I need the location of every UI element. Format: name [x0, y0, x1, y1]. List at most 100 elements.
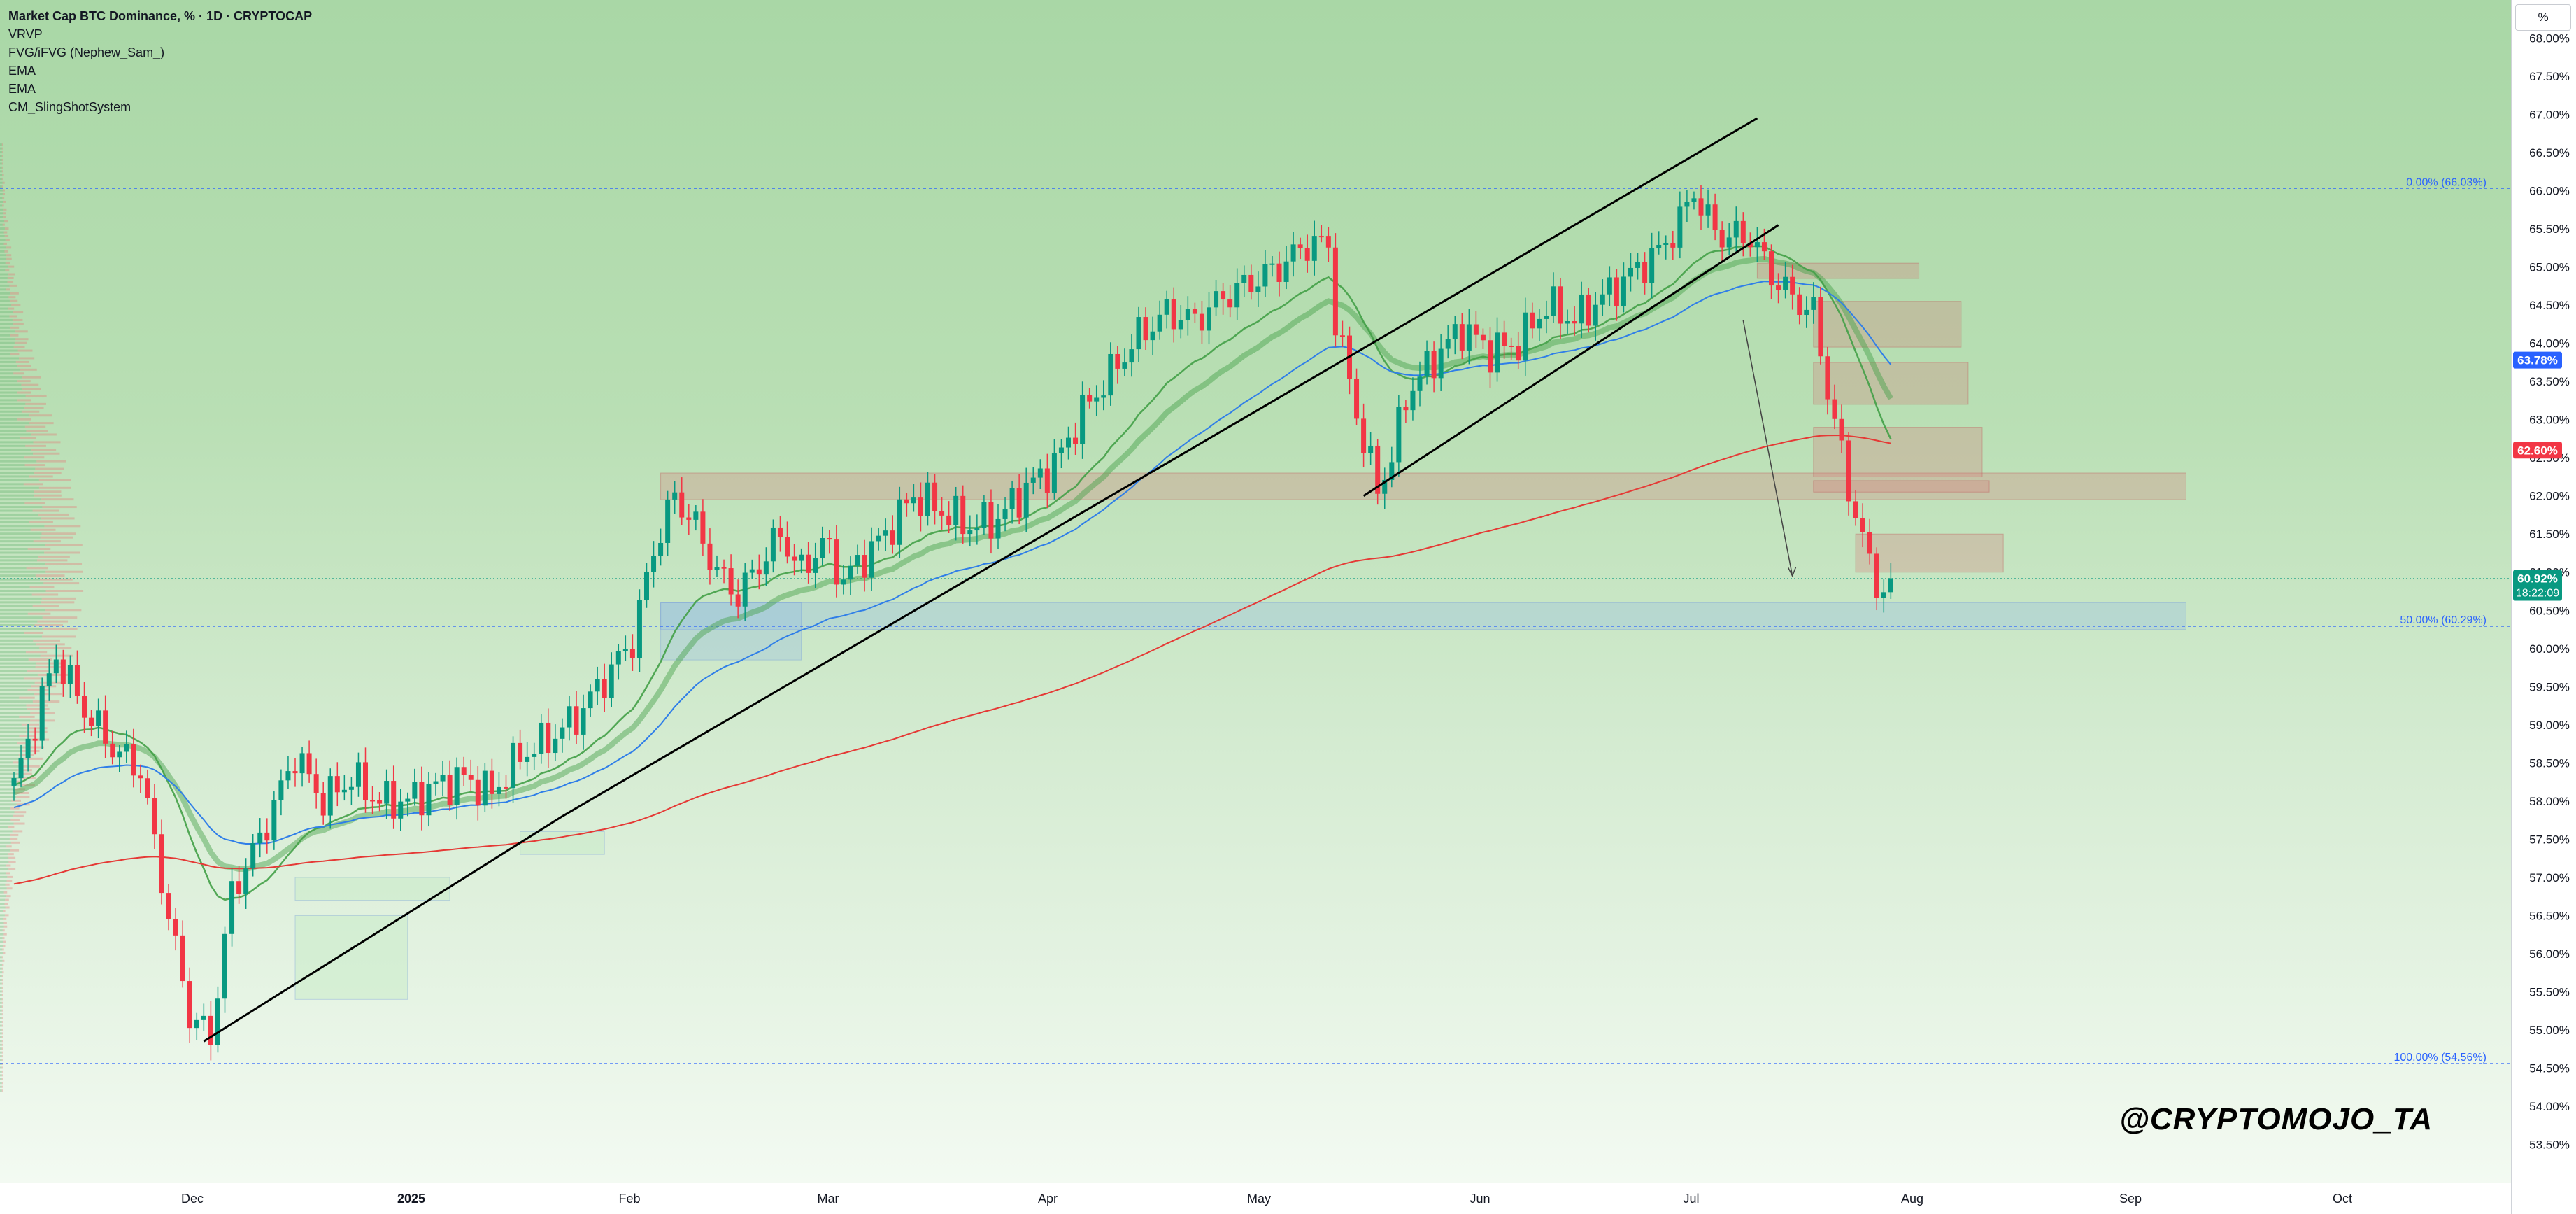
candle-body [229, 881, 235, 934]
candle-body [1551, 286, 1556, 316]
candle-body [208, 1015, 213, 1045]
candle-body [1811, 297, 1816, 310]
percent-scale-button[interactable]: % [2515, 4, 2571, 31]
candle-body [588, 691, 593, 709]
candle-body [1066, 437, 1071, 448]
candle-body [1255, 286, 1261, 292]
candle-body [1332, 247, 1338, 336]
candle-body [1677, 206, 1683, 248]
candle-body [967, 530, 973, 535]
candle-body [820, 537, 825, 558]
indicator-label[interactable]: FVG/iFVG (Nephew_Sam_) [8, 45, 165, 59]
candle-body [1431, 351, 1437, 379]
price-tick-label: 58.50% [2529, 756, 2570, 770]
candle-body [1396, 407, 1402, 463]
candle-body [39, 686, 45, 741]
candle-body [827, 537, 832, 540]
candle-body [1248, 274, 1254, 292]
axis-corner [2511, 1183, 2576, 1214]
candle-body [271, 800, 277, 841]
candle-body [1290, 244, 1296, 262]
price-tick-label: 67.00% [2529, 108, 2570, 122]
candle-body [1361, 418, 1367, 453]
candle-body [341, 789, 347, 793]
candle-body [1818, 297, 1823, 357]
candle-body [145, 778, 150, 798]
candle-body [173, 919, 178, 936]
candle-body [707, 543, 713, 570]
candle-body [1635, 262, 1641, 268]
ema-band-line [13, 255, 1893, 872]
candle-body [622, 649, 628, 651]
candle-body [194, 1019, 199, 1029]
candle-body [1157, 314, 1162, 332]
time-tick-label: Jun [1470, 1192, 1490, 1206]
candle-body [792, 556, 797, 561]
candle-body [1558, 286, 1563, 324]
candle-body [960, 495, 966, 535]
candle-body [1733, 220, 1739, 238]
price-chart[interactable]: 0.00% (66.03%) 50.00% (60.29%) 100.00% (54… [0, 0, 2511, 1183]
arrow-head [1787, 566, 1797, 578]
candle-body [714, 567, 720, 570]
candle-body [278, 780, 284, 800]
svg-text:60.92%: 60.92% [2517, 572, 2558, 585]
candle-body [876, 535, 881, 542]
price-tick-label: 63.50% [2529, 375, 2570, 388]
indicator-label[interactable]: EMA [8, 64, 36, 78]
candle-body [1523, 312, 1528, 361]
candle-body [405, 798, 411, 802]
time-axis[interactable]: Dec 2025 Feb Mar Apr May Jun Jul Aug Sep Oct [0, 1183, 2511, 1214]
candle-body [1115, 353, 1120, 369]
price-axis[interactable]: 68.00% 67.50% 67.00% 66.50% 66.00% 65.50% 65.0… [2511, 0, 2576, 1183]
candle-body [763, 561, 769, 575]
candle-body [292, 771, 298, 774]
candle-body [215, 998, 220, 1045]
candle-body [180, 935, 185, 982]
candle-body [1339, 335, 1345, 337]
candle-body [1712, 204, 1718, 230]
candle-body [953, 495, 959, 525]
indicator-label[interactable]: VRVP [8, 27, 43, 41]
candle-body [1403, 407, 1409, 411]
candle-body [1016, 488, 1022, 518]
candle-body [777, 527, 783, 537]
candle-body [742, 572, 748, 607]
price-badge [2513, 570, 2562, 601]
candle-body [1087, 395, 1093, 402]
candle-body [124, 744, 129, 752]
candle-body [201, 1015, 206, 1020]
trendline [1362, 224, 1779, 497]
candle-body [419, 782, 425, 816]
candle-body [355, 762, 361, 787]
candle-body [334, 776, 340, 793]
symbol-title[interactable]: Market Cap BTC Dominance, % · 1D · CRYPT… [8, 9, 313, 23]
candle-body [370, 800, 376, 802]
svg-text:62.60%: 62.60% [2517, 444, 2558, 457]
candle-body [911, 497, 916, 504]
price-tick-label: 57.50% [2529, 833, 2570, 846]
candle-body [1199, 313, 1204, 331]
candle-body [890, 530, 895, 545]
candle-body [384, 781, 390, 804]
candle-body [511, 742, 516, 789]
demand-zone [660, 602, 802, 661]
chart-area[interactable]: 0.00% (66.03%) 50.00% (60.29%) 100.00% (54… [0, 0, 2511, 1183]
candle-body [1572, 321, 1577, 324]
candle-body [1776, 285, 1781, 290]
candle-body [1502, 332, 1507, 346]
candle-body [693, 511, 699, 520]
price-tick-label: 55.50% [2529, 985, 2570, 998]
candle-body [1614, 277, 1619, 306]
candle-body [1769, 251, 1774, 286]
candle-body [1565, 321, 1570, 324]
price-tick-label: 63.00% [2529, 414, 2570, 427]
candle-body [348, 786, 354, 790]
price-tick-label: 56.00% [2529, 947, 2570, 961]
indicator-label[interactable]: EMA [8, 82, 36, 96]
indicator-label[interactable]: CM_SlingShotSystem [8, 100, 131, 114]
candle-body [679, 492, 685, 518]
price-tick-label: 67.50% [2529, 70, 2570, 83]
price-tick-label: 66.00% [2529, 185, 2570, 198]
candle-body [1073, 437, 1079, 444]
